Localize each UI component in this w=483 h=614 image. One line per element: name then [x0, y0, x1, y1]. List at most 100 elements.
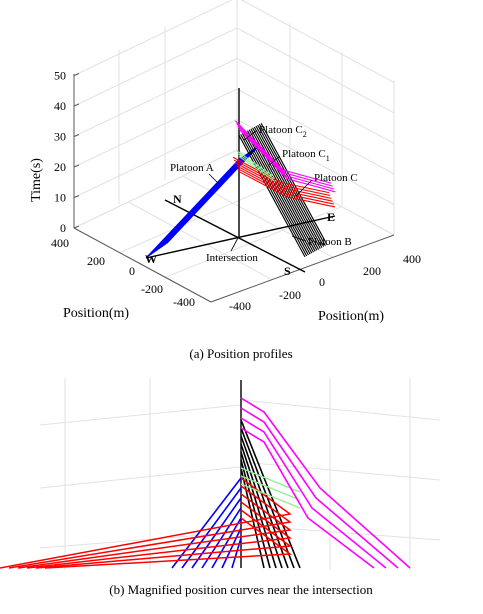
series-line-platoon_b — [241, 133, 309, 256]
series-line-platoon_c — [232, 156, 330, 194]
intersection-pointer — [230, 235, 240, 252]
grid-line — [236, 88, 395, 175]
grid-line — [236, 27, 395, 114]
grid-line — [73, 88, 238, 168]
direction-label-e: E — [327, 210, 335, 224]
left-tick-label: -200 — [141, 282, 163, 296]
grid-line — [236, 58, 395, 144]
magnified-line-platoon_c2 — [240, 427, 375, 569]
magnified-line-platoon_a — [221, 527, 242, 569]
series-line-platoon_c — [238, 171, 336, 208]
left-tick-label: 400 — [51, 236, 69, 250]
left-tick-label: -400 — [173, 295, 195, 309]
arrow-platoon-c2 — [243, 130, 257, 141]
z-tick-label: 0 — [60, 221, 66, 235]
panel-b-magnified: (b) Magnified position curves near the i… — [0, 378, 441, 597]
series-line-platoon_a — [166, 144, 261, 244]
annotations: Platoon C2 Platoon C1 Platoon C Platoon … — [170, 124, 358, 248]
series-line-platoon_c1 — [236, 150, 273, 177]
z-tick-label: 10 — [54, 191, 66, 205]
series-line-platoon_c2 — [235, 120, 332, 184]
right-axis-tick-labels: -400 -200 0 200 400 — [229, 252, 421, 313]
right-tick-label: 200 — [363, 264, 381, 278]
grid-line — [236, 119, 395, 205]
series-line-platoon_c1 — [237, 153, 275, 180]
grid-line — [73, 58, 238, 137]
grid-line — [119, 177, 290, 254]
panel-a-3d-chart: 0 10 20 30 40 50 400 200 0 -200 -400 -400 -200 0 200… — [29, 0, 421, 361]
grid-line — [240, 399, 441, 421]
direction-label-w: W — [145, 252, 157, 266]
left-tick-label: 0 — [129, 264, 135, 278]
magnified-line-platoon_b — [240, 419, 301, 569]
left-axis-tick-labels: 400 200 0 -200 -400 — [51, 236, 195, 309]
z-tick-label: 50 — [54, 69, 66, 83]
right-floor-axis — [210, 234, 395, 303]
label-platoon-c1: Platoon C1 — [282, 148, 330, 163]
magnified-line-platoon_c — [44, 517, 293, 569]
z-tick-label: 40 — [54, 99, 66, 113]
series-line-platoon_c2 — [236, 123, 333, 187]
right-tick-label: -200 — [279, 288, 301, 302]
road-west-east — [145, 215, 336, 259]
grid-line — [240, 461, 441, 481]
grid-line — [39, 404, 241, 426]
magnified-line-platoon_a — [191, 497, 242, 569]
series-line-platoon_c — [233, 159, 331, 197]
series-line-platoon_b — [253, 126, 321, 249]
grid-line — [39, 466, 241, 489]
grid-line — [73, 0, 233, 76]
series-line-platoon_c — [236, 165, 333, 202]
magnified-line-platoon_b — [240, 451, 277, 569]
magnified-line-platoon_a — [211, 517, 242, 569]
magnified-line-platoon_c — [17, 493, 292, 569]
direction-label-n: N — [173, 192, 182, 206]
z-tick-mark — [73, 225, 80, 229]
series-line-platoon_c2 — [237, 126, 334, 190]
magnified-line-platoon_c — [8, 485, 292, 569]
grid-line — [182, 175, 334, 258]
grid-line — [73, 119, 238, 198]
magnified-line-platoon_a — [171, 477, 242, 569]
arrow-platoon-b — [291, 235, 307, 242]
series-line-platoon_c2 — [238, 128, 336, 193]
z-tick-label: 30 — [54, 130, 66, 144]
arrow-platoon-a — [208, 173, 221, 186]
z-tick-mark — [73, 73, 80, 76]
direction-label-s: S — [284, 264, 291, 278]
z-tick-mark — [73, 195, 80, 198]
grid-line — [240, 0, 395, 83]
series-line-platoon_b — [243, 132, 311, 255]
grid-line — [73, 149, 238, 229]
road-north-south — [164, 199, 306, 273]
magnified-line-platoon_c — [35, 509, 293, 569]
grid-line — [73, 27, 238, 107]
platoon-curves — [145, 120, 336, 259]
z-tick-labels: 0 10 20 30 40 50 — [54, 69, 80, 235]
label-platoon-c: Platoon C — [314, 172, 358, 184]
left-floor-axis — [73, 227, 212, 303]
z-tick-mark — [73, 134, 80, 137]
series-line-platoon_b — [260, 122, 328, 246]
z-tick-label: 20 — [54, 160, 66, 174]
left-axis-label: Position(m) — [63, 306, 129, 321]
magnified-line-platoon_c2 — [240, 397, 411, 569]
magnified-line-platoon_c1 — [240, 483, 301, 509]
series-line-platoon_b — [240, 134, 308, 257]
magnified-line-platoon_c — [26, 501, 292, 569]
series-line-platoon_c1 — [238, 156, 276, 182]
z-tick-mark — [73, 164, 80, 168]
magnified-line-platoon_c2 — [240, 417, 387, 569]
right-tick-label: 400 — [403, 252, 421, 266]
magnified-line-platoon_a — [231, 537, 242, 569]
series-line-platoon_c — [235, 162, 332, 199]
series-line-platoon_b — [257, 124, 325, 247]
label-platoon-a: Platoon A — [170, 162, 214, 174]
label-platoon-c2: Platoon C2 — [259, 124, 307, 139]
arrow-platoon-c1 — [267, 155, 281, 167]
intersection-label: Intersection — [206, 252, 258, 264]
right-tick-label: 0 — [319, 275, 325, 289]
magnified-platoon-curves — [0, 397, 411, 569]
right-axis-label: Position(m) — [318, 309, 384, 324]
